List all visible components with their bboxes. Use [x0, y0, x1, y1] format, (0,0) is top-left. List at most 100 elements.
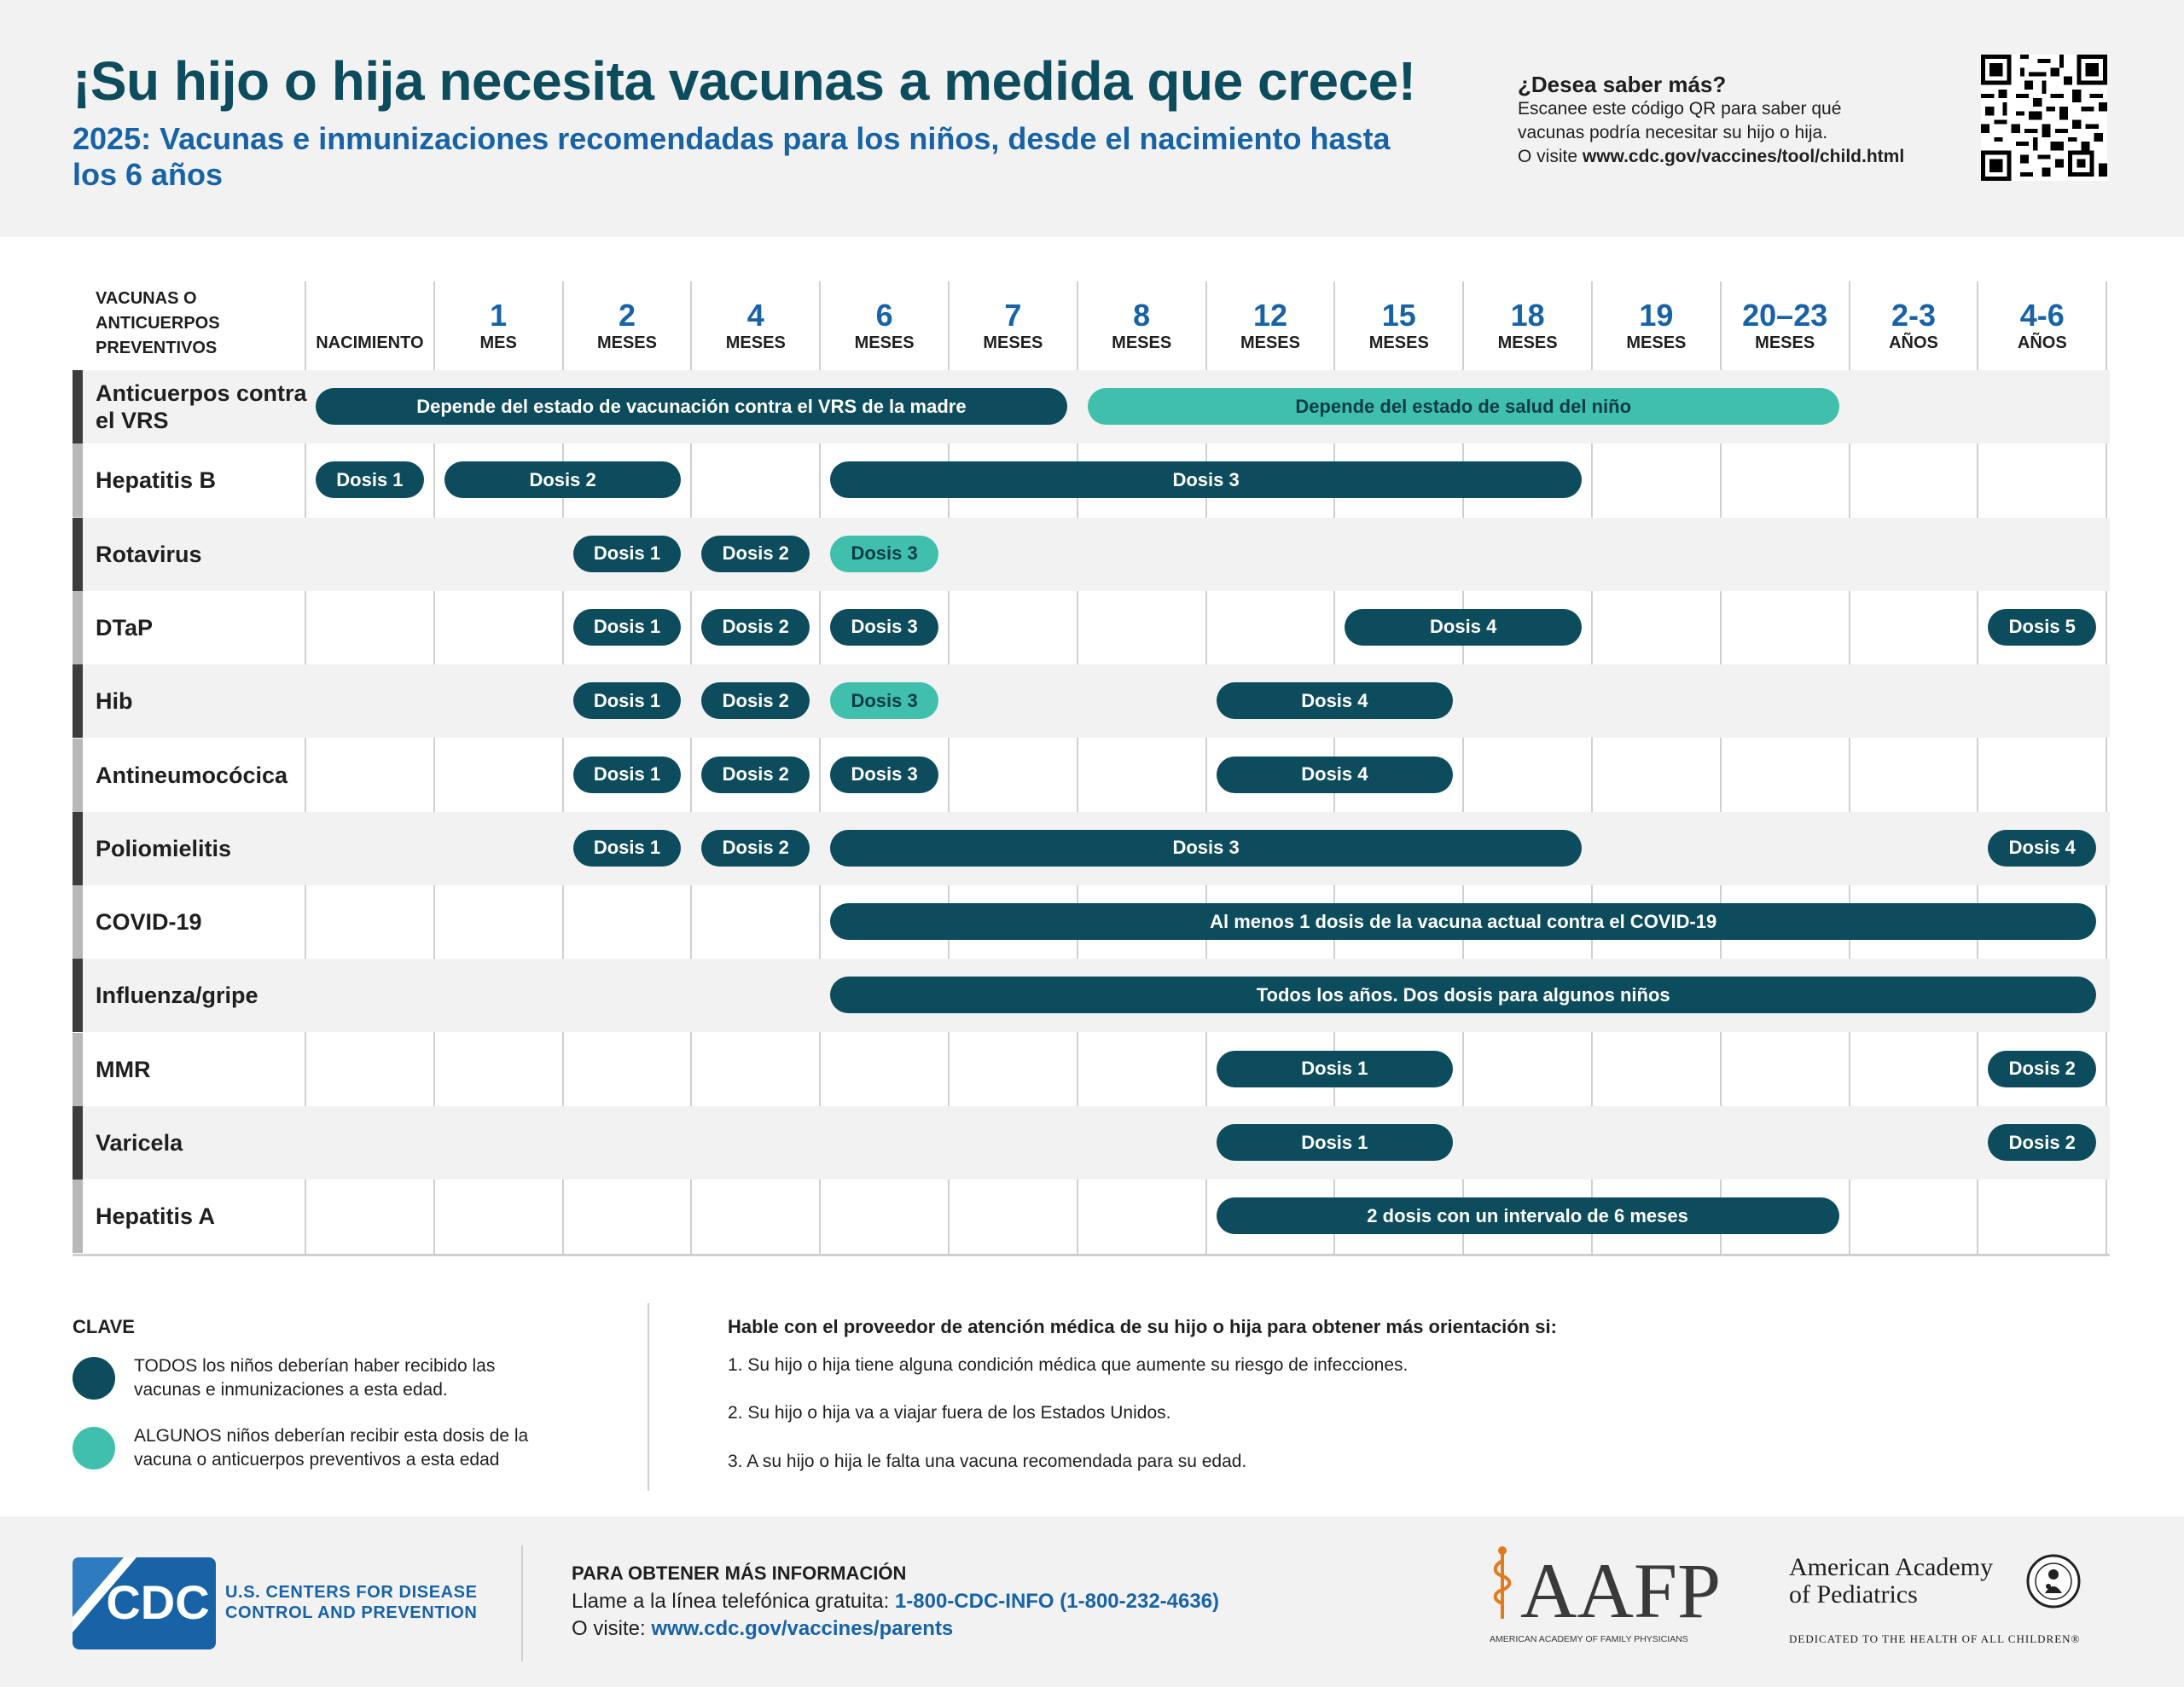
column-divider [2106, 281, 2108, 1255]
column-divider [305, 281, 306, 1255]
dose-pill: Al menos 1 dosis de la vacuna actual con… [830, 903, 2097, 941]
age-unit: MES [479, 333, 517, 352]
row-accent [73, 738, 83, 812]
age-number [305, 299, 434, 333]
cdc-name-line2: CONTROL AND PREVENTION [225, 1603, 478, 1622]
age-number: 8 [1133, 298, 1151, 333]
dose-pill: Dosis 1 [572, 829, 682, 867]
key-some-line2: vacuna o anticuerpos preventivos a esta … [134, 1450, 500, 1470]
key-some-dot [73, 1427, 115, 1470]
row-accent [73, 370, 83, 443]
dose-pill: Depende del estado de salud del niño [1087, 388, 1839, 425]
vaccine-row: Hib Dosis 1 Dosis 2 Dosis 3 Dosis 4 [73, 664, 2110, 739]
age-number: 2 [618, 298, 636, 333]
age-unit: MESES [1368, 333, 1429, 352]
column-divider [1977, 281, 1979, 1255]
dose-pill: Todos los años. Dos dosis para algunos n… [830, 977, 2097, 1014]
vaccine-row: MMR Dosis 1 Dosis 2 [73, 1032, 2110, 1106]
dose-pill: Dosis 4 [1216, 682, 1454, 720]
column-divider [1591, 281, 1593, 1255]
age-number: 18 [1510, 298, 1545, 333]
vaccine-row: COVID-19 Al menos 1 dosis de la vacuna ac… [73, 885, 2110, 959]
age-unit: MESES [1755, 333, 1815, 352]
learn-more-line2: vacunas podría necesitar su hijo o hija. [1518, 123, 1828, 142]
dose-pill: Dosis 1 [316, 461, 424, 499]
aap-seal-icon [2026, 1554, 2081, 1609]
vaccine-schedule-table: VACUNAS O ANTICUERPOS PREVENTIVOS Anticu… [0, 281, 2184, 1256]
row-accent [73, 664, 83, 739]
row-accent [73, 517, 83, 591]
key-all-text: TODOS los niños deberían haber recibido … [134, 1354, 578, 1402]
learn-more-line1: Escanee este código QR para saber qué [1518, 99, 1842, 119]
vaccine-name: Antineumocócica [96, 762, 288, 788]
key-some-line1: ALGUNOS niños deberían recibir esta dosi… [134, 1426, 529, 1446]
more-info-title: PARA OBTENER MÁS INFORMACIÓN [572, 1562, 907, 1584]
age-column-header: 7 MESES [949, 299, 1077, 353]
row-accent [73, 811, 83, 885]
dose-pill: Dosis 1 [1216, 1050, 1454, 1087]
dose-pill: Dosis 2 [1988, 1050, 2097, 1087]
dose-pill: Dosis 4 [1216, 756, 1454, 793]
learn-more-visit: O visite www.cdc.gov/vaccines/tool/child… [1518, 145, 1978, 169]
vaccine-row: DTaP Dosis 1 Dosis 2 Dosis 3 Dosis 4 Dosis 5 [73, 590, 2110, 664]
dose-pill: Dosis 1 [572, 535, 682, 572]
dose-pill: Dosis 2 [701, 682, 810, 720]
vaccine-name: Varicela [96, 1130, 183, 1156]
visit-line: O visite: www.cdc.gov/vaccines/parents [572, 1617, 953, 1641]
key-some-text: ALGUNOS niños deberían recibir esta dosi… [134, 1424, 578, 1472]
age-unit: MESES [725, 333, 786, 352]
age-column-header: NACIMIENTO [305, 299, 434, 353]
learn-more-link[interactable]: www.cdc.gov/vaccines/tool/child.html [1582, 147, 1905, 166]
phone-link[interactable]: 1-800-CDC-INFO (1-800-232-4636) [894, 1590, 1220, 1613]
dose-pill: Dosis 3 [830, 535, 938, 572]
age-number: 12 [1252, 298, 1288, 333]
parents-link[interactable]: www.cdc.gov/vaccines/parents [651, 1617, 954, 1640]
footer-band: CDC U.S. CENTERS FOR DISEASE CONTROL AND… [0, 1516, 2184, 1687]
vaccine-name: Poliomielitis [96, 835, 232, 861]
table-header-label-line3: PREVENTIVOS [96, 339, 218, 357]
aap-name-line1: American Academy [1789, 1553, 1994, 1581]
age-number: 15 [1381, 298, 1416, 333]
column-divider [948, 281, 950, 1255]
qr-code-icon[interactable] [1981, 55, 2107, 181]
column-divider [690, 281, 693, 1255]
table-header-label-line2: ANTICUERPOS [96, 314, 220, 333]
dose-pill: Dosis 3 [830, 461, 1582, 499]
vaccine-row: Varicela Dosis 1 Dosis 2 [73, 1106, 2110, 1180]
aafp-tagline: AMERICAN ACADEMY OF FAMILY PHYSICIANS [1490, 1634, 1688, 1644]
aap-tagline: DEDICATED TO THE HEALTH OF ALL CHILDREN® [1789, 1632, 2081, 1645]
age-number: 2-3 [1891, 298, 1936, 333]
age-unit: MESES [1626, 333, 1687, 352]
dose-pill: Dosis 3 [830, 756, 938, 793]
age-unit: MESES [1497, 333, 1558, 352]
age-column-header: 18 MESES [1463, 299, 1592, 353]
cdc-name: U.S. CENTERS FOR DISEASE CONTROL AND PRE… [225, 1582, 478, 1623]
dose-pill: Dosis 2 [701, 756, 810, 793]
column-divider [1848, 281, 1850, 1255]
aap-logo: American Academy of Pediatrics DEDICATED… [1789, 1554, 2116, 1656]
vaccine-name: MMR [96, 1056, 151, 1082]
vaccine-name: Rotavirus [96, 541, 202, 567]
column-divider [1076, 281, 1078, 1255]
vaccine-name: DTaP [96, 614, 154, 641]
age-unit: MESES [854, 333, 915, 352]
age-unit: MESES [596, 333, 657, 352]
age-column-header: 6 MESES [820, 299, 949, 353]
age-number: 1 [490, 298, 508, 333]
row-accent [73, 590, 83, 664]
page-subtitle: 2025: Vacunas e inmunizaciones recomenda… [73, 121, 1391, 192]
dose-pill: Dosis 4 [1345, 608, 1582, 646]
age-number: 6 [875, 298, 893, 333]
age-number: 4 [746, 298, 764, 333]
column-divider [433, 281, 435, 1255]
age-unit: MESES [1240, 333, 1300, 352]
learn-more-visit-prefix: O visite [1518, 147, 1583, 166]
dose-pill: Dosis 2 [1988, 1124, 2097, 1161]
age-number: 7 [1004, 298, 1022, 333]
learn-more-text: Escanee este código QR para saber qué va… [1518, 97, 1978, 169]
age-column-header: 2-3 AÑOS [1850, 299, 1978, 353]
row-accent [73, 1106, 83, 1180]
vaccine-row: Poliomielitis Dosis 1 Dosis 2 Dosis 3 Dosis … [73, 811, 2110, 885]
age-unit: MESES [983, 333, 1043, 352]
advice-item-3: 3. A su hijo o hija le falta una vacuna … [728, 1452, 1247, 1471]
